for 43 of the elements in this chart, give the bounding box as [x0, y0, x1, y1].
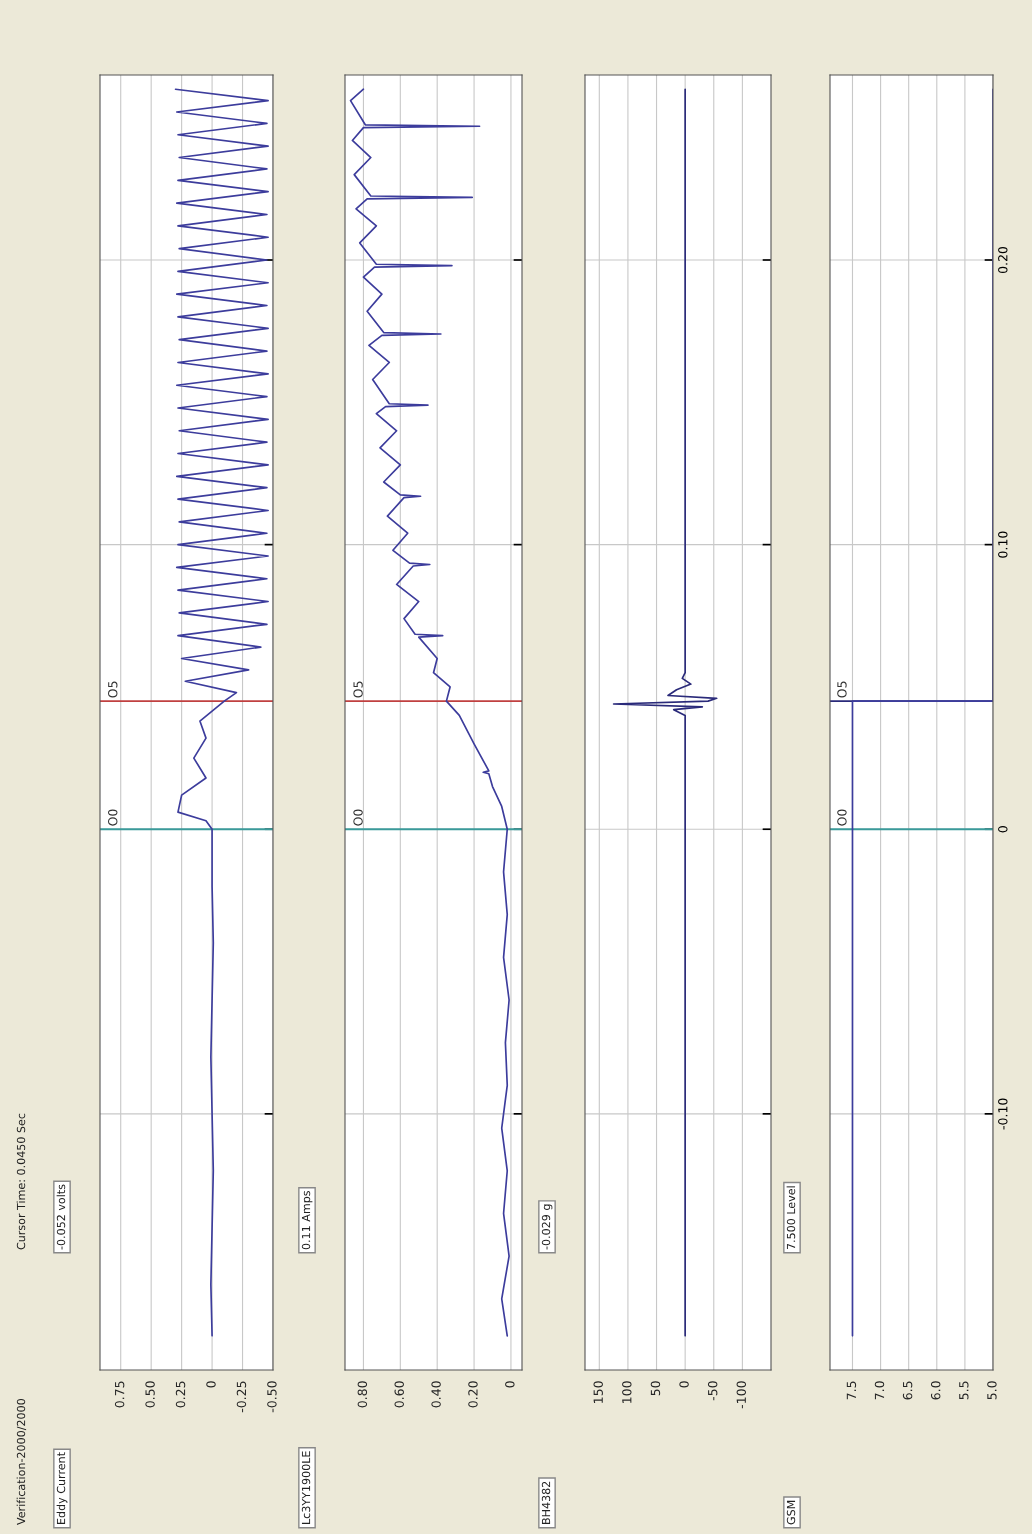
x-tick-label: 100 — [622, 1381, 632, 1403]
text: BH4382 — [541, 1481, 551, 1524]
x-tick-label: 0.50 — [145, 1381, 155, 1408]
ref-line-label: O0 — [353, 809, 363, 826]
ref-line-label: O5 — [837, 681, 847, 698]
y-tick-label: 0.10 — [998, 531, 1008, 558]
x-tick-label: 7.5 — [846, 1381, 857, 1400]
x-tick-label: 0.20 — [468, 1381, 478, 1408]
x-tick-label: 0 — [206, 1381, 216, 1388]
text: Lc3YY1900LE — [301, 1451, 311, 1524]
text: Cursor Time: 0.0450 Sec — [16, 1113, 26, 1250]
ref-line-label: O0 — [837, 809, 847, 826]
x-tick-label: 5.0 — [987, 1381, 997, 1400]
y-tick-label: 0 — [998, 826, 1008, 833]
x-tick-label: -0.25 — [236, 1381, 247, 1413]
y-tick-label: 0.20 — [998, 246, 1008, 274]
ref-line-label: O5 — [353, 681, 363, 698]
ref-line-label: O0 — [108, 809, 118, 826]
text: 7.500 Level — [786, 1186, 796, 1250]
x-tick-label: -50 — [707, 1381, 718, 1401]
x-tick-label: -0.50 — [267, 1381, 277, 1413]
text: 0.11 Amps — [301, 1191, 313, 1250]
x-tick-label: 5.5 — [959, 1381, 969, 1400]
x-tick-label: 0.80 — [357, 1381, 368, 1408]
x-tick-label: 0.75 — [114, 1381, 125, 1408]
text: -0.052 volts — [56, 1184, 66, 1250]
text: Eddy Current — [56, 1452, 68, 1524]
ref-line-label: O5 — [108, 681, 118, 698]
text: GSM — [786, 1500, 796, 1525]
y-tick-label: -0.10 — [998, 1098, 1008, 1130]
x-tick-label: 150 — [593, 1381, 603, 1403]
x-tick-label: 0.60 — [394, 1381, 404, 1408]
x-tick-label: 0 — [505, 1381, 515, 1388]
text: Verification-2000/2000 — [16, 1399, 27, 1525]
x-tick-label: 6.5 — [902, 1381, 913, 1400]
text: -0.029 g — [541, 1204, 553, 1250]
x-tick-label: 50 — [650, 1381, 661, 1396]
x-tick-label: 7.0 — [874, 1381, 885, 1400]
x-tick-label: 6.0 — [930, 1381, 941, 1400]
x-tick-label: 0.25 — [175, 1381, 186, 1408]
x-tick-label: -100 — [736, 1381, 747, 1409]
x-tick-label: 0 — [679, 1381, 689, 1388]
x-tick-label: 0.40 — [431, 1381, 441, 1408]
